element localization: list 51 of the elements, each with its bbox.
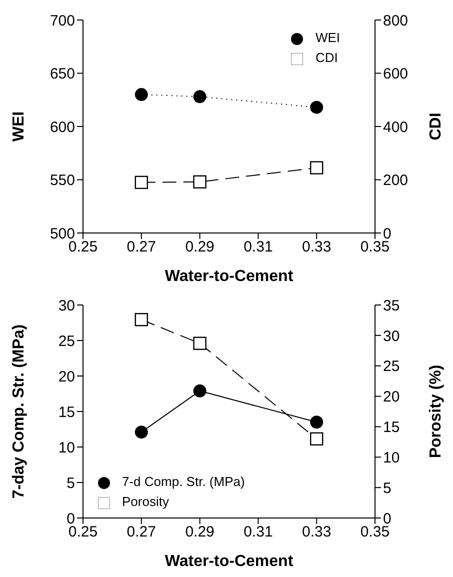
y-axis-title: WEI xyxy=(10,111,28,142)
y2-tick-label: 15 xyxy=(383,419,400,436)
y2-tick-label: 5 xyxy=(383,480,392,497)
y2-tick-label: 600 xyxy=(383,66,408,83)
point xyxy=(134,176,148,190)
point xyxy=(134,88,148,102)
y-tick-label: 15 xyxy=(58,404,75,421)
legend-label: Porosity xyxy=(122,494,169,509)
y-tick-label: 650 xyxy=(50,66,75,83)
legend-label: WEI xyxy=(315,30,340,45)
y2-tick-label: 400 xyxy=(383,118,408,136)
point xyxy=(310,161,324,174)
x-tick-label: 0.31 xyxy=(244,238,273,256)
y2-tick-label: 200 xyxy=(383,172,408,190)
legend-label: 7-d Comp. Str. (MPa) xyxy=(122,474,245,489)
point xyxy=(193,384,206,398)
x-tick-label: 0.29 xyxy=(185,524,214,541)
y-tick-label: 30 xyxy=(58,297,75,314)
point xyxy=(310,100,324,114)
x-tick-label: 0.27 xyxy=(126,238,156,256)
point xyxy=(193,175,206,188)
y-tick-label: 550 xyxy=(50,172,75,190)
y-tick-label: 10 xyxy=(58,439,75,456)
y2-axis-title: Porosity (%) xyxy=(428,364,445,458)
x-tick-label: 0.33 xyxy=(302,238,332,256)
legend-label: CDI xyxy=(315,50,338,65)
y-tick-label: 25 xyxy=(58,332,75,350)
y-tick-label: 700 xyxy=(50,12,75,30)
point xyxy=(310,432,324,446)
x-axis-title: Water-to-Cement xyxy=(164,553,294,570)
x-tick-label: 0.31 xyxy=(244,524,273,541)
y2-tick-label: 25 xyxy=(383,358,400,376)
point xyxy=(310,416,324,429)
y2-axis-title: CDI xyxy=(428,112,445,140)
point xyxy=(193,336,206,350)
y2-tick-label: 35 xyxy=(383,297,400,314)
y-tick-label: 600 xyxy=(50,118,75,136)
x-tick-label: 0.27 xyxy=(126,524,156,541)
y-tick-label: 5 xyxy=(66,474,75,492)
y2-tick-label: 800 xyxy=(383,12,408,30)
y2-tick-label: 20 xyxy=(383,388,400,406)
point xyxy=(134,313,148,326)
x-tick-label: 0.29 xyxy=(185,238,214,256)
point xyxy=(193,90,206,104)
y-tick-label: 20 xyxy=(58,368,75,386)
y2-tick-label: 10 xyxy=(383,449,400,466)
point xyxy=(134,426,148,439)
y-axis-title: 7-day Comp. Str. (MPa) xyxy=(10,324,28,499)
x-axis-title: Water-to-Cement xyxy=(164,268,294,285)
y2-tick-label: 30 xyxy=(383,328,400,345)
x-tick-label: 0.33 xyxy=(302,524,332,541)
